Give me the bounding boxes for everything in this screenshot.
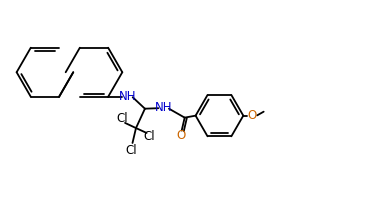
Text: NH: NH [119,90,136,103]
Text: Cl: Cl [117,112,128,125]
Text: O: O [176,129,186,142]
Text: Cl: Cl [144,130,156,143]
Text: Cl: Cl [125,144,137,157]
Text: O: O [248,109,257,122]
Text: NH: NH [155,101,173,114]
